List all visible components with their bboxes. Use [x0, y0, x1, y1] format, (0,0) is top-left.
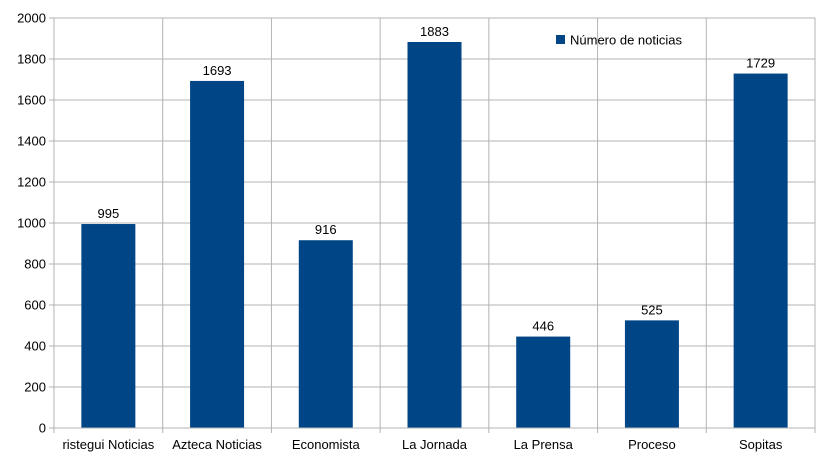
legend: Número de noticias	[556, 33, 682, 48]
x-tick-label: La Prensa	[514, 437, 574, 452]
bar	[190, 80, 245, 428]
bar	[407, 41, 462, 429]
data-label: 1693	[203, 63, 232, 78]
y-tick-label: 1000	[17, 216, 46, 231]
data-label: 1729	[746, 56, 775, 71]
axes	[49, 18, 816, 433]
y-tick-label: 400	[24, 339, 46, 354]
bar	[298, 240, 353, 428]
labels: 0 200 400 600 800 1000 1200 1400 1600 1800 2000 995…	[17, 11, 783, 453]
x-tick-label: Economista	[292, 437, 361, 452]
y-tick-label: 1600	[17, 93, 46, 108]
y-tick-label: 2000	[17, 11, 46, 26]
legend-swatch	[556, 35, 565, 44]
bar	[81, 224, 136, 428]
data-label: 995	[98, 206, 120, 221]
y-tick-label: 600	[24, 298, 46, 313]
y-tick-label: 0	[39, 421, 46, 436]
y-tick-label: 1400	[17, 134, 46, 149]
x-tick-label: Azteca Noticias	[172, 437, 262, 452]
bar	[516, 336, 571, 428]
data-label: 1883	[420, 24, 449, 39]
y-tick-label: 1200	[17, 175, 46, 190]
legend-label: Número de noticias	[570, 33, 682, 48]
y-tick-label: 1800	[17, 52, 46, 67]
bar	[733, 73, 788, 429]
y-tick-label: 200	[24, 380, 46, 395]
y-tick-label: 800	[24, 257, 46, 272]
data-label: 525	[641, 302, 663, 317]
data-label: 446	[532, 319, 554, 334]
bars	[81, 41, 788, 429]
x-tick-label: Proceso	[628, 437, 676, 452]
x-tick-label: ristegui Noticias	[62, 437, 154, 452]
data-label: 916	[315, 222, 337, 237]
x-tick-label: Sopitas	[739, 437, 783, 452]
bar	[624, 320, 679, 428]
x-tick-label: La Jornada	[402, 437, 468, 452]
